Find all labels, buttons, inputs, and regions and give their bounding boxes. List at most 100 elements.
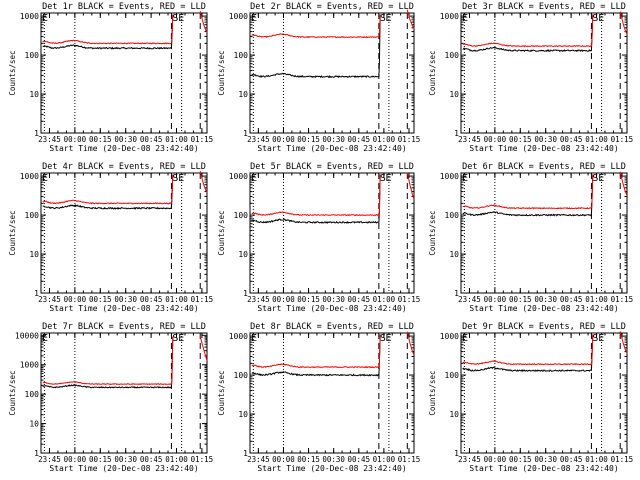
y-tick-label: 100 xyxy=(25,211,40,220)
edge-marker-label: E xyxy=(42,173,48,184)
y-tick-label: 10 xyxy=(238,250,248,259)
y-tick-label: 1 xyxy=(34,289,39,298)
edge-marker-label: E xyxy=(462,333,468,344)
x-tick-label: 00:45 xyxy=(140,135,163,144)
x-tick-label: 00:15 xyxy=(509,455,532,464)
panel-title: Det 2r BLACK = Events, RED = LLD xyxy=(250,2,414,12)
plot-frame xyxy=(40,332,208,454)
lld-series-line xyxy=(462,334,594,366)
y-tick-label: 10 xyxy=(238,90,248,99)
events-series-line xyxy=(42,174,174,210)
plot-frame xyxy=(40,12,208,134)
lld-decay-line xyxy=(199,336,208,361)
lld-decay-line xyxy=(199,170,208,193)
panel-title: Det 8r BLACK = Events, RED = LLD xyxy=(250,322,414,332)
x-tick-label: 00:45 xyxy=(560,295,583,304)
plot-frame xyxy=(460,172,628,294)
plot-frame xyxy=(249,332,415,454)
y-tick-label: 100 xyxy=(234,211,249,220)
start-marker-label: S xyxy=(380,333,386,344)
x-tick-label: 00:45 xyxy=(560,135,583,144)
x-tick-label: 23:45 xyxy=(38,295,61,304)
events-series-line xyxy=(251,174,381,224)
events-series-line xyxy=(462,334,594,373)
end-marker-label: E xyxy=(386,333,392,344)
y-tick-label: 1000 xyxy=(440,172,459,181)
start-marker-label: S xyxy=(380,13,386,24)
y-tick-label: 10000 xyxy=(15,331,39,340)
end-marker-label: E xyxy=(598,333,604,344)
end-marker-label: E xyxy=(386,173,392,184)
x-tick-label: 00:15 xyxy=(297,135,320,144)
x-tick-label: 23:45 xyxy=(38,455,61,464)
x-tick-label: 00:00 xyxy=(64,455,87,464)
x-tick-label: 00:45 xyxy=(347,295,370,304)
end-marker-label: E xyxy=(598,13,604,24)
panel-title: Det 9r BLACK = Events, RED = LLD xyxy=(462,322,626,332)
x-tick-label: 00:15 xyxy=(89,295,112,304)
x-tick-label: 23:45 xyxy=(247,135,270,144)
x-tick-label: 01:00 xyxy=(165,295,188,304)
x-tick-label: 01:00 xyxy=(165,135,188,144)
lld-decay-line xyxy=(199,10,208,33)
x-tick-label: 01:00 xyxy=(585,135,608,144)
events-series-line xyxy=(462,14,594,53)
edge-marker-label: E xyxy=(462,173,468,184)
y-tick-label: 1000 xyxy=(20,361,39,370)
x-tick-label: 00:45 xyxy=(560,455,583,464)
x-tick-label: 00:00 xyxy=(272,295,295,304)
x-tick-label: 00:00 xyxy=(64,295,87,304)
end-marker-label: E xyxy=(178,173,184,184)
y-axis-label: Counts/sec xyxy=(428,50,437,95)
x-tick-label: 01:00 xyxy=(165,455,188,464)
x-tick-label: 01:15 xyxy=(191,295,214,304)
detector-panel: Det 8r BLACK = Events, RED = LLD 1 10 100 10… xyxy=(217,322,420,473)
x-tick-label: 23:45 xyxy=(247,455,270,464)
edge-marker-label: E xyxy=(251,173,257,184)
x-tick-label: 00:30 xyxy=(322,135,345,144)
x-axis-label: Start Time (20-Dec-08 23:42:40) xyxy=(49,464,198,473)
y-tick-label: 100 xyxy=(234,51,249,60)
start-marker-label: S xyxy=(592,13,598,24)
x-tick-label: 23:45 xyxy=(247,295,270,304)
y-tick-label: 1 xyxy=(454,289,459,298)
x-tick-label: 01:15 xyxy=(398,455,421,464)
y-axis-label: Counts/sec xyxy=(8,50,17,95)
lld-decay-line xyxy=(406,331,415,356)
lld-series-line xyxy=(251,14,381,39)
lld-series-line xyxy=(462,14,594,48)
x-axis-label: Start Time (20-Dec-08 23:42:40) xyxy=(49,144,198,153)
x-axis-label: Start Time (20-Dec-08 23:42:40) xyxy=(257,144,406,153)
x-tick-label: 01:15 xyxy=(191,135,214,144)
y-tick-label: 1000 xyxy=(229,172,248,181)
y-axis-label: Counts/sec xyxy=(8,370,17,415)
x-tick-label: 01:00 xyxy=(373,295,396,304)
x-axis-label: Start Time (20-Dec-08 23:42:40) xyxy=(257,304,406,313)
x-tick-label: 01:00 xyxy=(585,295,608,304)
start-marker-label: S xyxy=(172,13,178,24)
y-tick-label: 100 xyxy=(445,211,460,220)
y-axis-label: Counts/sec xyxy=(217,50,226,95)
x-tick-label: 00:30 xyxy=(322,295,345,304)
plot-frame xyxy=(460,12,628,134)
y-tick-label: 10 xyxy=(29,420,39,429)
x-axis-label: Start Time (20-Dec-08 23:42:40) xyxy=(469,464,618,473)
lld-decay-line xyxy=(619,331,628,354)
x-tick-label: 00:30 xyxy=(322,455,345,464)
y-axis-label: Counts/sec xyxy=(428,370,437,415)
y-tick-label: 100 xyxy=(25,51,40,60)
y-axis-label: Counts/sec xyxy=(217,370,226,415)
y-tick-label: 1000 xyxy=(229,332,248,341)
y-tick-label: 1000 xyxy=(229,12,248,21)
end-marker-label: E xyxy=(598,173,604,184)
start-marker-label: S xyxy=(172,173,178,184)
lld-series-line xyxy=(42,14,174,45)
end-marker-label: E xyxy=(386,13,392,24)
x-tick-label: 00:15 xyxy=(509,135,532,144)
x-tick-label: 00:15 xyxy=(89,455,112,464)
x-tick-label: 23:45 xyxy=(458,455,481,464)
edge-marker-label: E xyxy=(42,333,48,344)
x-tick-label: 00:30 xyxy=(534,135,557,144)
x-tick-label: 00:00 xyxy=(484,455,507,464)
